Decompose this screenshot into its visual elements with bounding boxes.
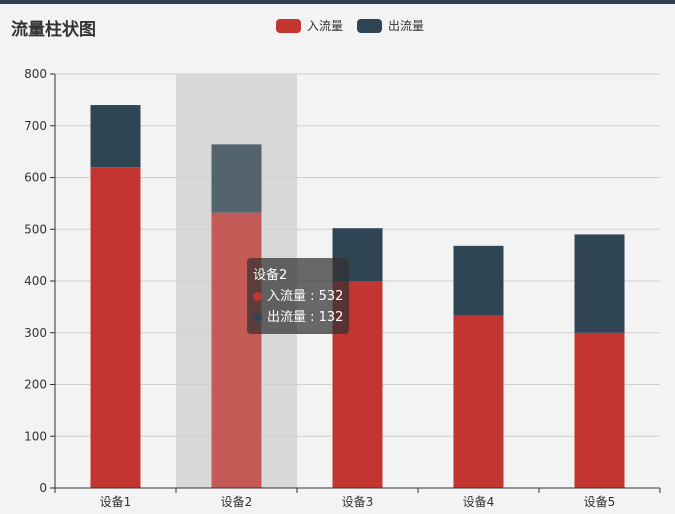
- tooltip-dot-outflow: [253, 313, 262, 322]
- tooltip-label-inflow: 入流量 : 532: [267, 289, 344, 304]
- x-tick-label: 设备1: [100, 495, 132, 509]
- bar-inflow: [90, 167, 141, 488]
- y-tick-label: 600: [24, 171, 47, 185]
- y-tick-label: 700: [24, 119, 47, 133]
- x-tick-label: 设备3: [342, 495, 374, 509]
- bar-inflow: [211, 212, 262, 488]
- x-tick-label: 设备4: [463, 495, 495, 509]
- bar-inflow: [453, 315, 504, 488]
- y-tick-label: 800: [24, 67, 47, 81]
- y-tick-label: 300: [24, 326, 47, 340]
- bar-outflow: [90, 105, 141, 168]
- y-tick-label: 500: [24, 222, 47, 236]
- tooltip-dot-inflow: [253, 292, 262, 301]
- legend-label-outflow: 出流量: [388, 19, 425, 33]
- legend: 入流量 出流量: [276, 17, 424, 34]
- x-tick-label: 设备2: [221, 495, 253, 509]
- legend-swatch-inflow: [276, 18, 301, 33]
- bar-outflow: [453, 245, 504, 316]
- tooltip-title: 设备2: [253, 268, 288, 283]
- legend-item-outflow[interactable]: 出流量: [357, 17, 424, 34]
- legend-item-inflow[interactable]: 入流量: [276, 17, 343, 34]
- y-tick-label: 100: [24, 429, 47, 443]
- x-tick-label: 设备5: [584, 495, 616, 509]
- y-tick-label: 400: [24, 274, 47, 288]
- y-tick-label: 200: [24, 378, 47, 392]
- tooltip: 设备2 入流量 : 532 出流量 : 132: [247, 258, 350, 334]
- tooltip-row-inflow: 入流量 : 532: [253, 286, 343, 307]
- chart-title: 流量柱状图: [11, 20, 96, 40]
- bar-outflow: [211, 144, 262, 213]
- bar-outflow: [574, 234, 625, 333]
- legend-label-inflow: 入流量: [307, 19, 344, 33]
- bar-inflow: [574, 332, 625, 488]
- y-tick-label: 0: [39, 481, 47, 495]
- tooltip-label-outflow: 出流量 : 132: [267, 310, 344, 325]
- top-border: [0, 0, 675, 4]
- legend-swatch-outflow: [357, 18, 383, 33]
- tooltip-row-outflow: 出流量 : 132: [253, 307, 343, 328]
